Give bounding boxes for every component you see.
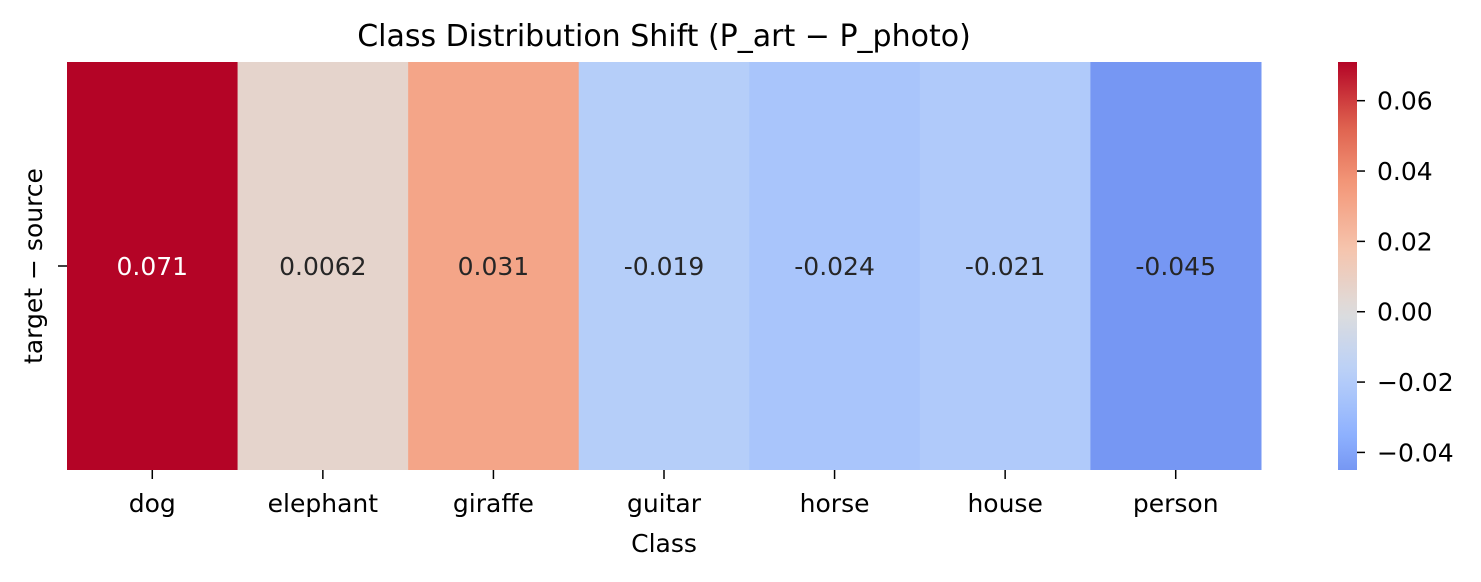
heatmap-cell-house bbox=[919, 62, 1091, 470]
cell-value-label: 0.0062 bbox=[279, 252, 366, 281]
x-tick-label: giraffe bbox=[453, 489, 534, 518]
colorbar-tick-label: 0.00 bbox=[1377, 298, 1433, 327]
colorbar-tick-label: 0.04 bbox=[1377, 157, 1433, 186]
heatmap-cell-dog bbox=[67, 62, 239, 470]
x-tick-label: house bbox=[967, 489, 1042, 518]
y-axis-ticks: target − source bbox=[19, 168, 67, 364]
heatmap-cells bbox=[67, 62, 1262, 470]
x-tick-label: guitar bbox=[627, 489, 702, 518]
x-tick-label: dog bbox=[129, 489, 176, 518]
heatmap-cell-guitar bbox=[578, 62, 750, 470]
x-axis-label: Class bbox=[631, 529, 697, 558]
y-tick-label: target − source bbox=[19, 168, 48, 364]
cell-value-label: -0.024 bbox=[794, 252, 875, 281]
cell-value-label: -0.045 bbox=[1135, 252, 1216, 281]
cell-value-label: 0.071 bbox=[116, 252, 188, 281]
heatmap-cell-elephant bbox=[237, 62, 409, 470]
x-tick-label: horse bbox=[800, 489, 870, 518]
cell-value-label: 0.031 bbox=[458, 252, 530, 281]
colorbar-tick-label: 0.06 bbox=[1377, 87, 1433, 116]
heatmap-cell-horse bbox=[749, 62, 921, 470]
chart-title: Class Distribution Shift (P_art − P_phot… bbox=[357, 19, 971, 54]
cell-value-label: -0.021 bbox=[965, 252, 1046, 281]
cell-value-label: -0.019 bbox=[624, 252, 705, 281]
colorbar-gradient bbox=[1338, 62, 1357, 470]
colorbar-tick-label: −0.02 bbox=[1377, 368, 1454, 397]
x-axis-ticks: dog elephant giraffe guitar horse house person bbox=[129, 470, 1219, 518]
colorbar: 0.06 0.04 0.02 0.00 −0.02 −0.04 bbox=[1338, 62, 1454, 470]
colorbar-tick-label: −0.04 bbox=[1377, 438, 1454, 467]
x-tick-label: elephant bbox=[268, 489, 379, 518]
x-tick-label: person bbox=[1133, 489, 1219, 518]
heatmap-cell-giraffe bbox=[408, 62, 580, 470]
colorbar-tick-label: 0.02 bbox=[1377, 227, 1433, 256]
heatmap-cell-labels: 0.071 0.0062 0.031 -0.019 -0.024 -0.021 -0.045 bbox=[116, 252, 1216, 281]
heatmap-cell-person bbox=[1090, 62, 1262, 470]
